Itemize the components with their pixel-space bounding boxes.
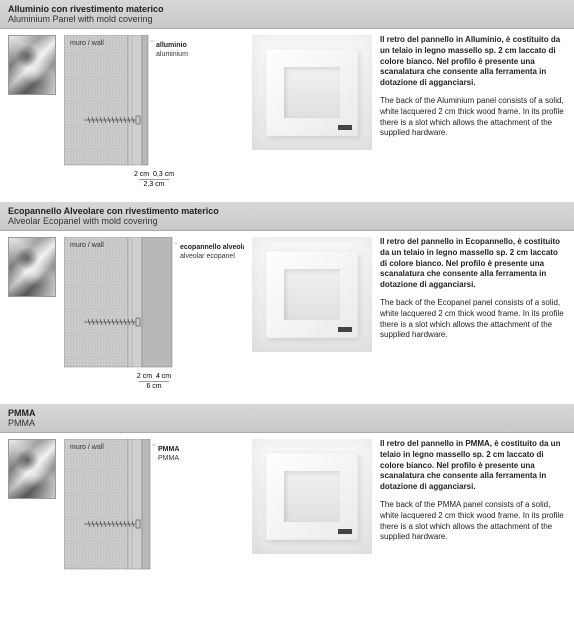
description: Il retro del pannello in Ecopannello, è …: [380, 237, 566, 348]
cross-section-diagram: muro / wall ecopannello alveolare alveol…: [64, 237, 244, 390]
section-title-it: Ecopannello Alveolare con rivestimento m…: [8, 206, 566, 216]
description-it: Il retro del pannello in PMMA, è costitu…: [380, 439, 566, 493]
section-title-en: PMMA: [8, 418, 566, 428]
description-en: The back of the PMMA panel consists of a…: [380, 500, 566, 543]
wall-label: muro / wall: [70, 242, 104, 249]
description: Il retro del pannello in PMMA, è costitu…: [380, 439, 566, 550]
wall-label: muro / wall: [70, 444, 104, 451]
cross-section-diagram: muro / wall PMMA PMMA: [64, 439, 244, 573]
dim-left: 2 cm: [134, 171, 149, 178]
material-label-en: PMMA: [158, 455, 179, 462]
dimensions: 2 cm 4 cm 6 cm: [64, 373, 244, 390]
material-label-en: alveolar ecopanel: [180, 253, 235, 260]
material-label-en: aluminium: [156, 51, 188, 58]
dim-total: 6 cm: [146, 383, 161, 390]
panel-section: PMMA PMMA muro / wall PMMA PMMA: [0, 404, 574, 579]
artwork-thumbnail: [8, 439, 56, 499]
section-header: PMMA PMMA: [0, 404, 574, 433]
frame-photo: [252, 439, 372, 554]
panel-section: Alluminio con rivestimento materico Alum…: [0, 0, 574, 194]
material-label-it: ecopannello alveolare: [180, 244, 244, 251]
cross-section-diagram: muro / wall alluminio aluminium 2 cm 0,3…: [64, 35, 244, 188]
section-content: muro / wall alluminio aluminium 2 cm 0,3…: [0, 29, 574, 194]
section-title-it: Alluminio con rivestimento materico: [8, 4, 566, 14]
section-title-en: Aluminium Panel with mold covering: [8, 14, 566, 24]
description-it: Il retro del pannello in Alluminio, è co…: [380, 35, 566, 89]
section-header: Ecopannello Alveolare con rivestimento m…: [0, 202, 574, 231]
section-header: Alluminio con rivestimento materico Alum…: [0, 0, 574, 29]
dim-right: 4 cm: [156, 373, 171, 380]
artwork-thumbnail: [8, 237, 56, 297]
dim-total: 2,3 cm: [143, 181, 164, 188]
material-label-it: alluminio: [156, 42, 187, 49]
description-it: Il retro del pannello in Ecopannello, è …: [380, 237, 566, 291]
wall-label: muro / wall: [70, 40, 104, 47]
material-label-it: PMMA: [158, 446, 179, 453]
description: Il retro del pannello in Alluminio, è co…: [380, 35, 566, 146]
section-title-en: Alveolar Ecopanel with mold covering: [8, 216, 566, 226]
description-en: The back of the Aluminium panel consists…: [380, 96, 566, 139]
section-content: muro / wall ecopannello alveolare alveol…: [0, 231, 574, 396]
artwork-thumbnail: [8, 35, 56, 95]
section-content: muro / wall PMMA PMMA Il retro del panne…: [0, 433, 574, 579]
dim-left: 2 cm: [137, 373, 152, 380]
dimensions: 2 cm 0,3 cm 2,3 cm: [64, 171, 244, 188]
dim-right: 0,3 cm: [153, 171, 174, 178]
panel-section: Ecopannello Alveolare con rivestimento m…: [0, 202, 574, 396]
frame-photo: [252, 237, 372, 352]
frame-photo: [252, 35, 372, 150]
section-title-it: PMMA: [8, 408, 566, 418]
description-en: The back of the Ecopanel panel consists …: [380, 298, 566, 341]
